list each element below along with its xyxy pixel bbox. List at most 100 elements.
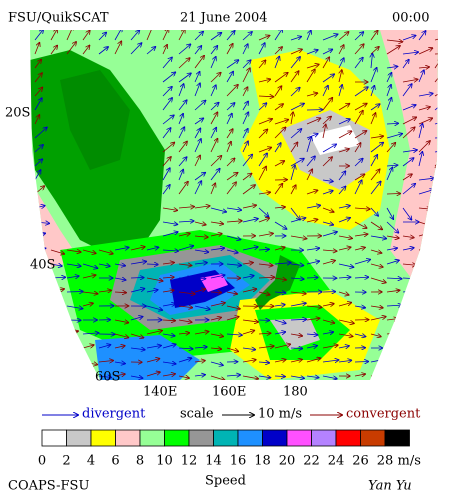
legend-divergent: divergent xyxy=(82,407,146,422)
wind-arrow xyxy=(35,303,45,306)
colorbar-swatch xyxy=(385,430,410,446)
date: 21 June 2004 xyxy=(180,11,268,26)
wind-arrow xyxy=(35,332,45,334)
product: FSU/QuikSCAT xyxy=(8,11,109,26)
colorbar-swatch xyxy=(189,430,214,446)
colorbar-label: 10 xyxy=(156,454,173,469)
lon-label: 160E xyxy=(212,385,246,400)
wind-arrow xyxy=(67,376,79,377)
lat-label: 60S xyxy=(95,370,120,385)
wind-arrow xyxy=(403,303,417,306)
wind-arrow xyxy=(419,374,433,376)
wind-arrow xyxy=(403,358,418,362)
colorbar-label: 28 xyxy=(377,454,394,469)
footer-left: COAPS-FSU xyxy=(8,479,89,494)
colorbar-label: 8 xyxy=(136,454,144,469)
colorbar-swatch xyxy=(116,430,141,446)
legend-scale-value: 10 m/s xyxy=(258,407,302,422)
colorbar-label: 4 xyxy=(87,454,95,469)
wind-arrow xyxy=(419,320,430,322)
colorbar-label: 2 xyxy=(62,454,70,469)
wind-arrow xyxy=(419,248,434,250)
wind-arrow xyxy=(435,208,445,214)
legend-convergent: convergent xyxy=(346,407,421,422)
wind-arrow xyxy=(435,232,448,236)
wind-arrow xyxy=(51,362,63,364)
colorbar-swatch xyxy=(361,430,386,446)
wind-arrow xyxy=(35,291,46,292)
colorbar-swatch xyxy=(165,430,190,446)
wind-arrow xyxy=(419,347,431,348)
wind-arrow xyxy=(307,277,318,278)
wind-arrow xyxy=(435,222,445,230)
wind-arrow xyxy=(403,333,417,334)
colorbar-label: 14 xyxy=(205,454,222,469)
map xyxy=(0,0,450,400)
wind-arrow xyxy=(435,373,446,376)
wind-arrow xyxy=(435,189,445,194)
lon-label: 140E xyxy=(143,385,177,400)
wind-arrow xyxy=(147,264,158,265)
colorbar-label: 12 xyxy=(181,454,198,469)
colorbar-swatch xyxy=(42,430,67,446)
colorbar-title: Speed xyxy=(205,474,246,489)
time: 00:00 xyxy=(392,11,429,26)
colorbar-label: 6 xyxy=(111,454,119,469)
footer-right: Yan Yu xyxy=(368,479,412,494)
wind-arrow xyxy=(387,348,397,349)
colorbar-swatch xyxy=(312,430,337,446)
wind-arrow xyxy=(35,320,46,323)
lat-label: 20S xyxy=(5,106,30,121)
colorbar-swatch xyxy=(91,430,116,446)
wind-arrow xyxy=(435,292,447,294)
lon-label: 180 xyxy=(283,385,308,400)
wind-arrow xyxy=(435,320,449,324)
colorbar-label: 18 xyxy=(254,454,271,469)
wind-arrow xyxy=(371,374,386,376)
wind-arrow xyxy=(419,305,433,306)
wind-arrow xyxy=(67,362,82,364)
wind-arrow xyxy=(51,317,64,320)
colorbar-swatch xyxy=(287,430,312,446)
wind-arrow xyxy=(83,376,93,379)
colorbar-label: 0 xyxy=(38,454,46,469)
colorbar-swatch xyxy=(140,430,165,446)
wind-arrow xyxy=(51,331,63,334)
wind-arrow xyxy=(35,248,46,250)
wind-arrow xyxy=(211,292,221,293)
lat-label: 40S xyxy=(30,258,55,273)
colorbar-label: 26 xyxy=(352,454,369,469)
wind-arrow xyxy=(419,334,430,335)
wind-arrow xyxy=(51,348,66,349)
colorbar-swatch xyxy=(263,430,288,446)
wind-arrow xyxy=(403,375,418,376)
wind-arrow xyxy=(35,276,46,278)
colorbar-swatch xyxy=(214,430,239,446)
wind-arrow xyxy=(435,250,449,254)
wind-arrow xyxy=(35,373,50,376)
wind-arrow xyxy=(419,358,433,362)
wind-arrow xyxy=(403,319,417,320)
colorbar-swatch xyxy=(67,430,92,446)
colorbar-label: 22 xyxy=(303,454,320,469)
colorbar-swatch xyxy=(336,430,361,446)
wind-arrow xyxy=(435,149,450,152)
wind-arrow xyxy=(387,373,403,376)
colorbar-swatch xyxy=(238,430,263,446)
wind-arrow xyxy=(419,263,429,264)
wind-arrow xyxy=(35,347,51,348)
wind-arrow xyxy=(51,374,62,376)
wind-arrow xyxy=(355,361,368,362)
wind-arrow xyxy=(435,360,447,362)
colorbar-label: 20 xyxy=(279,454,296,469)
wind-arrow xyxy=(435,263,448,264)
wind-arrow xyxy=(51,304,61,306)
colorbar-label: 24 xyxy=(328,454,345,469)
wind-arrow xyxy=(387,362,399,365)
wind-arrow xyxy=(419,288,432,292)
legend-scale: scale xyxy=(180,407,214,422)
colorbar-label: 16 xyxy=(230,454,247,469)
colorbar-unit: m/s xyxy=(398,454,421,469)
